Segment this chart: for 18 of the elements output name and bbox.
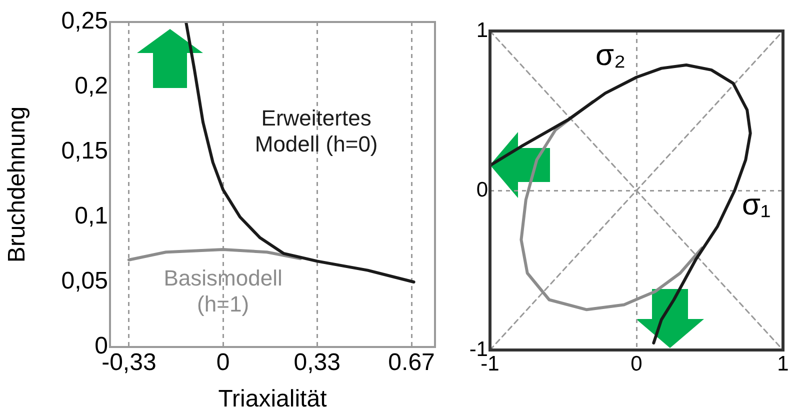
y-tick-label: 0,2 [74,72,108,100]
x-axis-title: σ₁ [742,188,771,222]
x-axis-title: Triaxialität [218,386,328,413]
y-tick-label: 0,25 [61,8,108,35]
y-tick-label: 0,1 [74,202,108,230]
y-axis-title: Bruchdehnung [4,106,31,263]
y-tick-label: 1 [476,18,488,42]
series-label: Erweitertes Modell (h=0) [254,106,378,157]
x-tick-label: 0,33 [294,349,341,376]
x-tick-label: 0 [216,349,230,376]
x-tick-label: 0 [630,352,642,376]
y-axis-title: σ₂ [595,38,626,72]
y-tick-label: 0 [476,178,488,202]
x-tick-label: 0.67 [388,349,435,376]
y-tick-label: 0,15 [61,138,108,165]
y-tick-label: 0,05 [61,268,108,295]
series-label: Basismodell (h=1) [164,265,282,316]
x-tick-label: 1 [777,352,789,376]
